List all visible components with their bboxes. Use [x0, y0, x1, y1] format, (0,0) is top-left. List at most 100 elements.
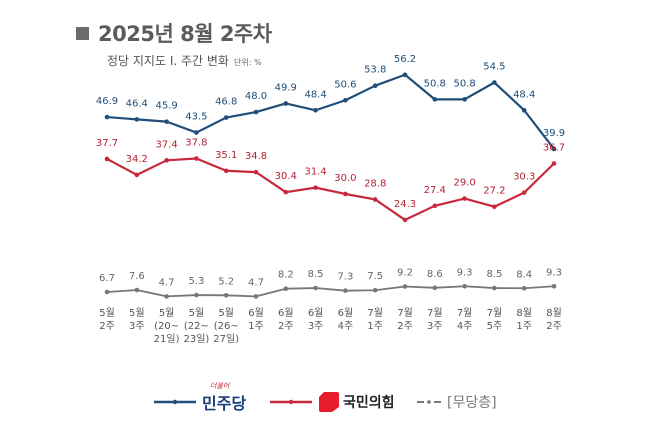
data-label: 5.3: [188, 276, 204, 287]
data-label: 9.2: [397, 268, 413, 279]
data-point: [283, 286, 289, 292]
data-label: 30.4: [275, 171, 297, 182]
data-point: [402, 284, 408, 289]
data-label: 34.8: [245, 151, 267, 162]
x-tick-label: (26~: [214, 321, 239, 332]
data-label: 46.4: [126, 98, 148, 109]
data-label: 37.4: [155, 139, 177, 150]
title-square-icon: [76, 26, 89, 40]
data-label: 50.6: [334, 79, 356, 90]
data-point: [223, 293, 229, 298]
data-label: 28.8: [364, 178, 386, 189]
x-tick-label: 2주: [99, 321, 115, 332]
legend-item-ppp: 국민의힘: [268, 384, 395, 420]
data-label: 8.5: [486, 269, 502, 280]
data-point: [402, 217, 408, 223]
x-tick-label: 6월: [308, 307, 324, 319]
data-point: [253, 169, 259, 175]
chart-subtitle: 정당 지지도 Ⅰ. 주간 변화: [107, 54, 229, 68]
legend-dem-small-label: 더불어: [210, 382, 230, 390]
legend-item-dem: 더불어 민주당: [152, 382, 247, 420]
data-point: [104, 114, 110, 120]
data-point: [223, 115, 229, 120]
data-label: 31.4: [304, 167, 326, 178]
chart-title-area: 2025년 8월 2주차: [76, 18, 272, 48]
data-point: [134, 172, 140, 178]
legend-label-dem: 민주당: [202, 394, 247, 413]
data-label: 9.3: [457, 267, 473, 278]
data-label: 4.7: [159, 277, 175, 288]
x-tick-label: 5월: [159, 307, 175, 319]
data-label: 30.3: [513, 172, 535, 183]
data-point: [283, 189, 289, 195]
data-label: 7.3: [337, 272, 353, 283]
x-tick-label: 1주: [248, 321, 264, 332]
data-point: [432, 97, 438, 102]
legend-label-ind: [무당층]: [447, 395, 497, 411]
x-tick-label: 23일): [183, 333, 209, 345]
data-label: 4.7: [248, 277, 264, 288]
data-label: 48.0: [245, 91, 267, 102]
legend-dem-wrap: 더불어 민주당: [202, 382, 247, 414]
x-tick-label: 1주: [367, 321, 383, 332]
data-label: 53.8: [364, 65, 386, 76]
x-tick-label: 2주: [397, 321, 413, 332]
data-label: 9.3: [546, 267, 562, 278]
data-point: [104, 156, 110, 162]
data-label: 46.9: [96, 96, 118, 107]
x-tick-label: 3주: [427, 321, 443, 332]
ppp-logo-icon: [319, 392, 339, 412]
data-point: [313, 107, 318, 113]
legend-swatch-ind: [417, 400, 441, 404]
data-point: [372, 197, 378, 202]
x-tick-label: 1주: [516, 321, 532, 332]
data-point: [164, 158, 169, 163]
data-label: 54.5: [483, 62, 505, 73]
x-tick-label: 4주: [457, 321, 473, 332]
data-point: [313, 185, 318, 190]
data-point: [521, 190, 527, 195]
data-label: 37.7: [96, 138, 118, 149]
data-label: 8.6: [427, 269, 443, 280]
data-point: [134, 117, 140, 122]
data-point: [223, 168, 229, 174]
data-point: [253, 294, 259, 299]
x-tick-label: 3주: [129, 321, 145, 332]
unit-label: 단위: %: [233, 58, 262, 67]
data-label: 8.4: [516, 269, 532, 280]
data-point: [492, 285, 497, 291]
x-tick-label: 21일): [154, 333, 180, 345]
data-point: [343, 191, 348, 197]
data-point: [492, 204, 497, 210]
data-point: [134, 287, 140, 293]
data-label: 27.4: [424, 185, 446, 196]
x-tick-label: 5월: [189, 307, 205, 319]
data-point: [194, 130, 199, 135]
x-tick-label: 8월: [546, 307, 562, 319]
x-tick-label: 7월: [487, 307, 503, 319]
legend-swatch-dem: [154, 399, 196, 405]
data-point: [462, 196, 467, 201]
data-label: 56.2: [394, 54, 416, 65]
legend: 더불어 민주당 국민의힘 [무당층]: [0, 382, 658, 420]
data-label: 43.5: [185, 112, 207, 123]
data-label: 8.2: [278, 270, 294, 281]
data-label: 27.2: [483, 186, 505, 197]
x-tick-label: 2주: [546, 321, 562, 332]
line-chart: 46.9 46.4 45.9 43.5 46.8 48.0 49.9 48.4 50.6 53.8…: [96, 54, 565, 345]
legend-swatch-ppp: [270, 399, 312, 405]
subtitle-area: 정당 지지도 Ⅰ. 주간 변화 단위: %: [107, 52, 262, 69]
data-point: [521, 107, 527, 113]
x-tick-label: 2주: [278, 321, 294, 332]
data-label: 29.0: [453, 178, 475, 189]
data-point: [313, 285, 318, 291]
data-point: [492, 80, 497, 85]
data-label: 34.2: [126, 154, 148, 165]
x-tick-label: 6월: [338, 307, 354, 319]
legend-item-ind: [무당층]: [415, 384, 497, 420]
data-label: 7.6: [129, 271, 145, 282]
data-label: 46.8: [215, 97, 237, 108]
x-tick-label: (22~: [184, 321, 209, 332]
x-tick-label: 27일): [213, 333, 239, 345]
data-point: [402, 72, 408, 78]
